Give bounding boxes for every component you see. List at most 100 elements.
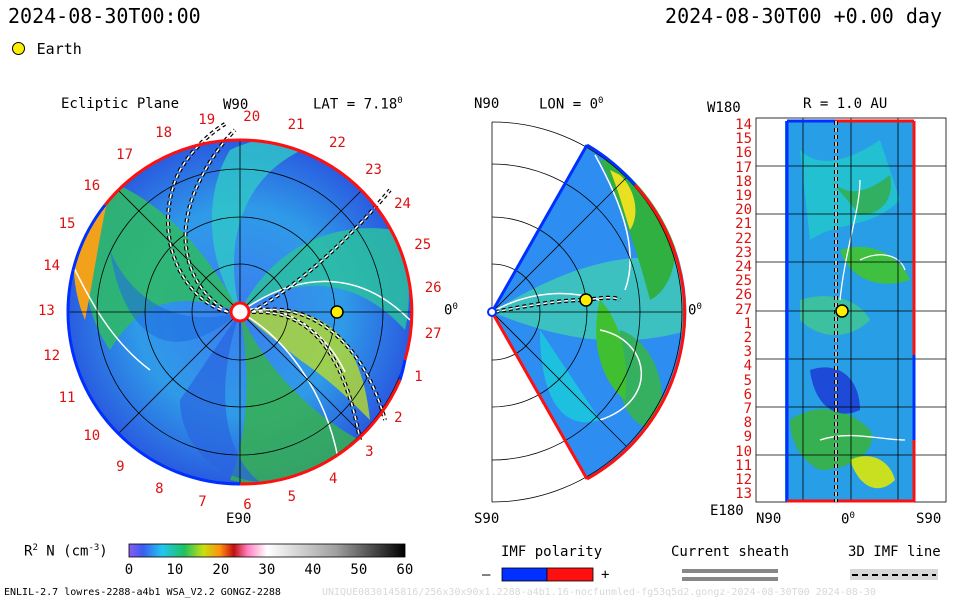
carrington-label: 27 xyxy=(424,325,442,342)
meridional-title: LON = 00 xyxy=(539,96,604,113)
carrington-label: 10 xyxy=(83,427,101,444)
earth-marker-ecliptic xyxy=(330,305,344,319)
carrington-label: 22 xyxy=(329,134,346,151)
carrington-label: 7 xyxy=(198,494,207,511)
run-watermark: UNIQUE0830145816/256x30x90x1.2288-a4b1.1… xyxy=(322,587,876,598)
radial-row-label: 2 xyxy=(743,330,752,346)
carrington-label: 8 xyxy=(155,481,164,498)
radial-row-label: 16 xyxy=(735,145,752,162)
carrington-label: 21 xyxy=(287,117,305,134)
earth-legend: Earth xyxy=(12,38,82,58)
carrington-label: 17 xyxy=(116,147,133,164)
radial-row-label: 18 xyxy=(735,173,752,190)
carrington-label: 19 xyxy=(198,111,216,128)
ecliptic-plot xyxy=(66,122,414,486)
ecliptic-lat: LAT = 7.180 xyxy=(313,96,403,113)
radial-e180: E180 xyxy=(710,503,744,519)
imf-minus-label: – xyxy=(482,567,491,583)
ecliptic-right-label: 00 xyxy=(444,302,458,319)
carrington-label: 5 xyxy=(287,488,297,505)
carrington-label: 23 xyxy=(365,161,382,178)
carrington-label: 12 xyxy=(43,347,61,364)
earth-marker-radial xyxy=(835,304,849,318)
radial-s90: S90 xyxy=(916,511,942,527)
carrington-label: 24 xyxy=(394,196,411,213)
current-sheath-swatch xyxy=(682,569,778,581)
radial-row-label: 4 xyxy=(743,358,752,375)
meridional-n90: N90 xyxy=(474,96,500,112)
carrington-label: 13 xyxy=(38,303,55,319)
radial-row-label: 21 xyxy=(735,216,752,233)
imf-line-title: 3D IMF line xyxy=(848,544,941,560)
radial-row-label: 10 xyxy=(735,443,752,460)
earth-legend-label: Earth xyxy=(36,39,82,58)
carrington-label: 20 xyxy=(243,109,261,126)
radial-row-label: 11 xyxy=(735,457,752,474)
density-colorbar xyxy=(128,543,406,558)
colorbar-tick: 30 xyxy=(258,562,276,578)
meridional-s90: S90 xyxy=(474,511,500,527)
radial-row-label: 17 xyxy=(735,159,752,176)
carrington-label: 18 xyxy=(155,124,173,141)
radial-zero: 00 xyxy=(841,511,855,528)
radial-row-label: 12 xyxy=(735,472,752,488)
radial-row-label: 27 xyxy=(735,301,752,318)
ecliptic-top-label: W90 xyxy=(223,97,249,113)
carrington-label: 2 xyxy=(394,409,403,426)
colorbar-tick: 0 xyxy=(124,562,134,578)
meridional-plot xyxy=(487,121,687,503)
imf-plus-label: + xyxy=(601,567,610,583)
carrington-label: 14 xyxy=(43,258,61,275)
radial-row-label: 20 xyxy=(735,202,752,219)
colorbar-tick: 60 xyxy=(396,562,414,578)
carrington-label: 4 xyxy=(329,471,338,487)
carrington-label: 25 xyxy=(414,236,432,253)
colorbar-tick: 40 xyxy=(304,562,322,578)
meridional-right-label: 00 xyxy=(688,302,702,319)
carrington-label: 1 xyxy=(414,369,423,386)
radial-row-label: 15 xyxy=(735,131,752,148)
carrington-label: 15 xyxy=(58,215,76,232)
carrington-label: 16 xyxy=(83,178,101,195)
radial-row-label: 26 xyxy=(735,287,752,304)
colorbar-tick: 50 xyxy=(350,562,368,578)
current-sheath-title: Current sheath xyxy=(671,544,790,560)
carrington-label: 9 xyxy=(116,458,125,475)
sun-marker xyxy=(229,301,251,323)
imf-polarity-title: IMF polarity xyxy=(501,544,603,560)
radial-row-label: 8 xyxy=(743,415,752,432)
carrington-label: 3 xyxy=(365,444,374,461)
radial-row-label: 3 xyxy=(743,344,752,361)
radial-title: R = 1.0 AU xyxy=(803,96,888,112)
radial-plot xyxy=(755,117,947,503)
radial-row-label: 22 xyxy=(735,230,752,247)
radial-row-label: 23 xyxy=(735,244,752,261)
radial-w180: W180 xyxy=(707,100,741,116)
earth-marker-meridional xyxy=(579,293,593,307)
radial-n90: N90 xyxy=(756,511,782,527)
radial-row-label: 7 xyxy=(743,401,752,417)
radial-row-label: 25 xyxy=(735,273,752,290)
colorbar-tick: 20 xyxy=(212,562,230,578)
radial-row-label: 5 xyxy=(743,372,752,389)
model-info: ENLIL-2.7 lowres-2288-a4b1 WSA_V2.2 GONG… xyxy=(4,587,281,598)
radial-row-label: 6 xyxy=(743,386,752,403)
radial-row-label: 19 xyxy=(735,188,752,204)
carrington-label: 6 xyxy=(243,496,252,513)
imf-line-swatch xyxy=(850,569,938,580)
ecliptic-bottom-label: E90 xyxy=(226,511,252,527)
earth-legend-icon xyxy=(12,42,25,55)
date-left: 2024-08-30T00:00 xyxy=(8,4,201,28)
radial-row-label: 9 xyxy=(743,429,752,446)
colorbar-tick: 10 xyxy=(166,562,184,578)
radial-row-label: 24 xyxy=(735,259,752,275)
radial-row-label: 13 xyxy=(735,486,752,503)
colorbar-label: R2 N (cm-3) xyxy=(24,543,108,560)
date-right: 2024-08-30T00 +0.00 day xyxy=(665,4,942,28)
radial-row-label: 14 xyxy=(735,117,752,133)
imf-polarity-swatch xyxy=(501,567,594,582)
carrington-label: 11 xyxy=(58,390,76,407)
ecliptic-title: Ecliptic Plane xyxy=(61,96,180,112)
radial-row-label: 1 xyxy=(743,315,752,332)
